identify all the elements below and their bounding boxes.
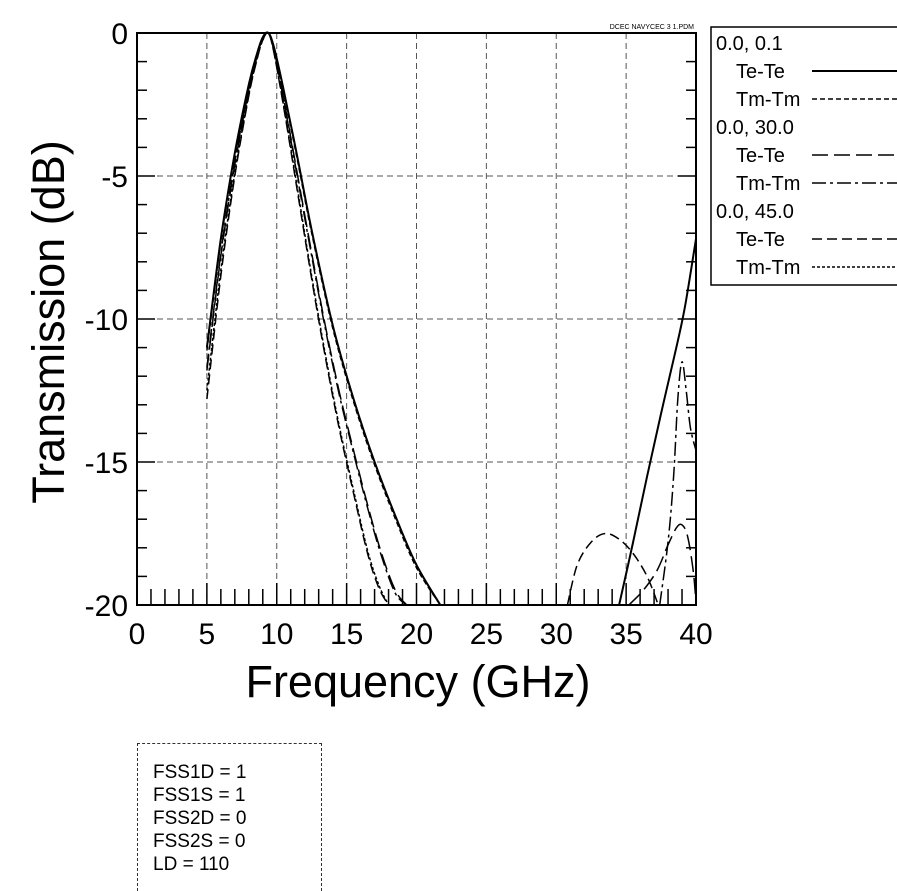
series-line-8	[658, 361, 697, 606]
legend-group-label: 0.0, 30.0	[716, 117, 794, 139]
x-tick-label: 0	[129, 618, 146, 651]
x-minor-ticks	[136, 583, 697, 605]
y-axis-label: Transmission (dB)	[23, 140, 74, 503]
legend-entry-label: Te-Te	[736, 145, 785, 167]
tick-labels: 0 5 10 15 20 25 30 35 40 0 -5 -10 -15 -20	[85, 18, 713, 651]
legend-group-label: 0.0, 0.1	[716, 33, 783, 55]
x-tick-label: 15	[330, 618, 363, 651]
series-line-1	[206, 32, 441, 606]
series-line-3	[206, 31, 408, 606]
legend: 0.0, 0.1 Te-Te Tm-Tm 0.0, 30.0 Te-Te Tm-Tm 0.0…	[710, 26, 897, 286]
x-tick-label: 25	[470, 618, 503, 651]
x-axis-label: Frequency (GHz)	[245, 656, 590, 707]
series-line-6	[618, 238, 697, 606]
legend-entry-label: Te-Te	[736, 61, 785, 83]
x-tick-label: 40	[679, 618, 712, 651]
parameters-box: FSS1D = 1 FSS1S = 1 FSS2D = 0 FSS2S = 0 …	[137, 743, 322, 891]
y-tick-label: -20	[85, 590, 128, 623]
param-ld: LD = 110	[153, 854, 230, 875]
x-tick-label: 20	[400, 618, 433, 651]
series-line-5	[206, 31, 390, 606]
legend-group-label: 0.0, 45.0	[716, 201, 794, 223]
plot-frame	[136, 32, 697, 606]
series-line-4	[206, 31, 390, 606]
param-fss2d: FSS2D = 0	[153, 808, 247, 829]
y-tick-label: 0	[111, 18, 128, 51]
legend-entry-label: Tm-Tm	[736, 173, 800, 195]
y-tick-label: -10	[85, 304, 128, 337]
legend-entry-label: Tm-Tm	[736, 89, 800, 111]
param-fss1s: FSS1S = 1	[153, 785, 246, 806]
x-tick-label: 30	[540, 618, 573, 651]
chart-series	[205, 31, 697, 606]
chart-grid	[137, 33, 696, 605]
legend-entry-label: Te-Te	[736, 229, 785, 251]
x-tick-label: 5	[199, 618, 216, 651]
x-tick-label: 35	[609, 618, 642, 651]
series-line-2	[206, 31, 408, 606]
series-line-7	[628, 523, 697, 606]
param-fss2s: FSS2S = 0	[153, 831, 246, 852]
y-tick-label: -5	[101, 161, 128, 194]
parameters-list: FSS1D = 1 FSS1S = 1 FSS2D = 0 FSS2S = 0 …	[153, 761, 246, 876]
x-tick-label: 10	[260, 618, 293, 651]
legend-entry-label: Tm-Tm	[736, 257, 800, 279]
y-tick-label: -15	[85, 447, 128, 480]
plot-stamp: DCEC NAVYCEC 3 1.PDM	[610, 24, 694, 31]
series-line-9	[566, 532, 659, 606]
param-fss1d: FSS1D = 1	[153, 762, 247, 783]
